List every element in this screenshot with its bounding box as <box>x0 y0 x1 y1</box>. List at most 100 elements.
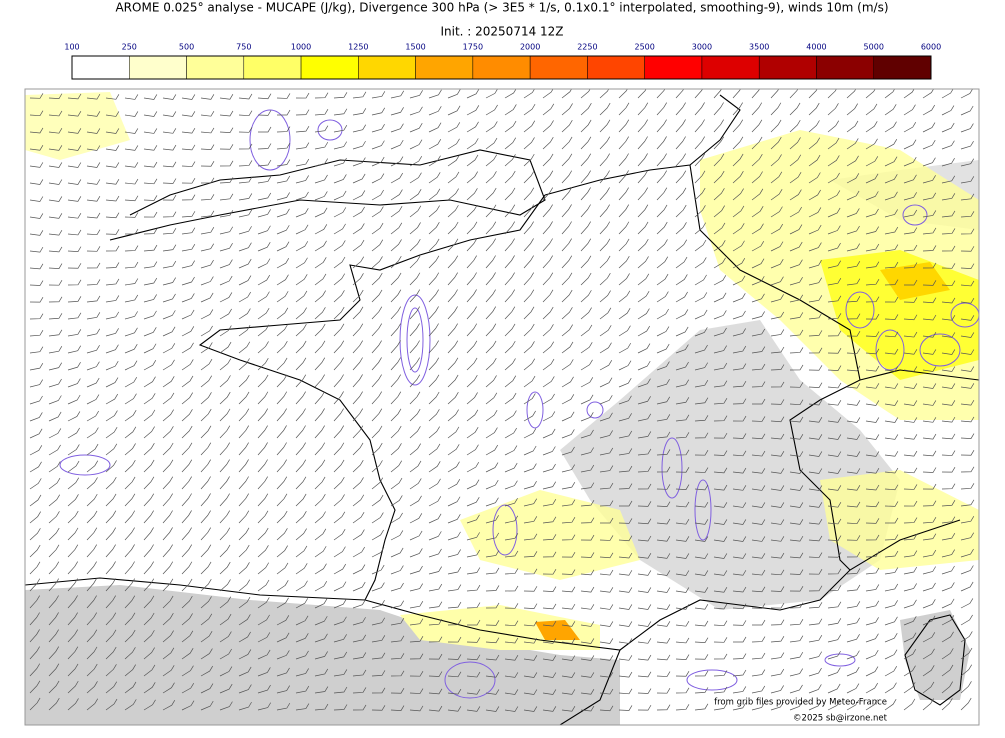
wind-barb <box>846 400 861 406</box>
wind-barb <box>105 278 120 286</box>
wind-barb <box>466 619 481 626</box>
wind-barb <box>713 570 728 576</box>
wind-barb <box>428 89 442 99</box>
colorbar: 100 250 500 750 1000 1250 1500 1750 2000 2250 2500… <box>64 43 941 80</box>
wind-barb <box>960 548 974 558</box>
wind-barb <box>580 359 593 371</box>
wind-barb <box>884 534 899 541</box>
wind-barb <box>143 426 155 439</box>
wind-barb <box>713 398 728 405</box>
wind-barb <box>219 292 233 303</box>
wind-barb <box>599 89 610 99</box>
wind-barb <box>751 569 766 576</box>
wind-barb <box>713 102 724 116</box>
colorbar-segment <box>129 55 187 80</box>
wind-barb <box>29 296 44 303</box>
wind-barb <box>257 241 271 252</box>
wind-barb <box>276 667 290 677</box>
wind-barb <box>295 92 310 99</box>
wind-barb <box>580 621 595 627</box>
wind-barb <box>713 703 728 711</box>
wind-barb <box>143 664 156 677</box>
wind-barb <box>238 110 253 117</box>
wind-barb <box>86 377 100 388</box>
wind-barb <box>656 343 670 354</box>
wind-barb <box>903 104 916 116</box>
wind-barb <box>143 294 157 303</box>
wind-barb <box>447 122 461 133</box>
wind-barb <box>295 650 309 660</box>
wind-barb <box>428 106 442 116</box>
wind-barb <box>808 312 823 320</box>
wind-barb <box>865 226 879 235</box>
wind-barb <box>67 444 80 456</box>
wind-barb <box>181 527 192 541</box>
wind-barb <box>276 142 291 150</box>
wind-barb <box>599 153 610 167</box>
wind-barb <box>599 221 611 235</box>
wind-barb <box>162 442 174 456</box>
wind-barb <box>485 427 498 439</box>
wind-barb <box>846 382 861 389</box>
wind-barb <box>713 327 727 337</box>
wind-barb <box>732 519 747 525</box>
wind-barb <box>257 391 269 405</box>
wind-barb <box>428 688 443 695</box>
wind-barb <box>466 654 481 661</box>
wind-barb <box>504 620 519 627</box>
wind-barb <box>333 306 345 320</box>
wind-barb <box>523 323 535 337</box>
wind-barb <box>124 426 137 439</box>
wind-barb <box>808 295 823 303</box>
wind-barb <box>181 700 195 711</box>
wind-barb <box>143 578 155 592</box>
wind-barb <box>48 444 61 456</box>
wind-barb <box>504 204 516 218</box>
wind-barb <box>67 663 79 677</box>
wind-barb <box>86 162 101 168</box>
wind-barb <box>846 365 861 372</box>
wind-barb <box>827 601 842 609</box>
wind-barb <box>656 187 668 201</box>
wind-barb <box>143 393 156 405</box>
wind-barb <box>466 154 479 167</box>
wind-barb <box>561 359 574 371</box>
wind-barb <box>960 105 974 116</box>
wind-barb <box>789 701 803 711</box>
wind-barb <box>770 329 785 337</box>
wind-barb <box>238 459 249 473</box>
wind-barb <box>542 341 555 354</box>
wind-barb <box>200 459 211 473</box>
wind-barb <box>371 599 385 609</box>
wind-barb <box>371 582 385 592</box>
wind-barb <box>694 670 709 677</box>
wind-barb <box>238 544 250 558</box>
wind-barb <box>352 323 364 337</box>
wind-barb <box>276 545 288 558</box>
wind-barb <box>865 567 880 575</box>
wind-barb <box>295 340 307 354</box>
wind-barb <box>960 697 972 711</box>
wind-barb <box>770 102 782 116</box>
wind-barb <box>238 596 251 609</box>
wind-barb <box>580 412 594 422</box>
wind-barb <box>808 518 823 525</box>
wind-barb <box>504 323 516 337</box>
wind-barb <box>637 431 652 439</box>
wind-barb <box>694 89 703 99</box>
wind-barb <box>105 646 117 660</box>
wind-barb <box>352 581 366 592</box>
wind-barb <box>542 620 557 627</box>
wind-barb <box>219 358 232 371</box>
wind-barb <box>827 172 840 184</box>
wind-barb <box>67 128 82 134</box>
wind-barb <box>219 127 234 134</box>
wind-barb <box>276 597 289 609</box>
wind-barb <box>333 546 346 558</box>
wind-barb <box>466 671 481 678</box>
wind-barb <box>48 494 61 507</box>
wind-barb <box>86 394 100 405</box>
wind-barb <box>276 408 287 422</box>
wind-barb <box>238 93 253 100</box>
wind-barb <box>675 414 690 422</box>
